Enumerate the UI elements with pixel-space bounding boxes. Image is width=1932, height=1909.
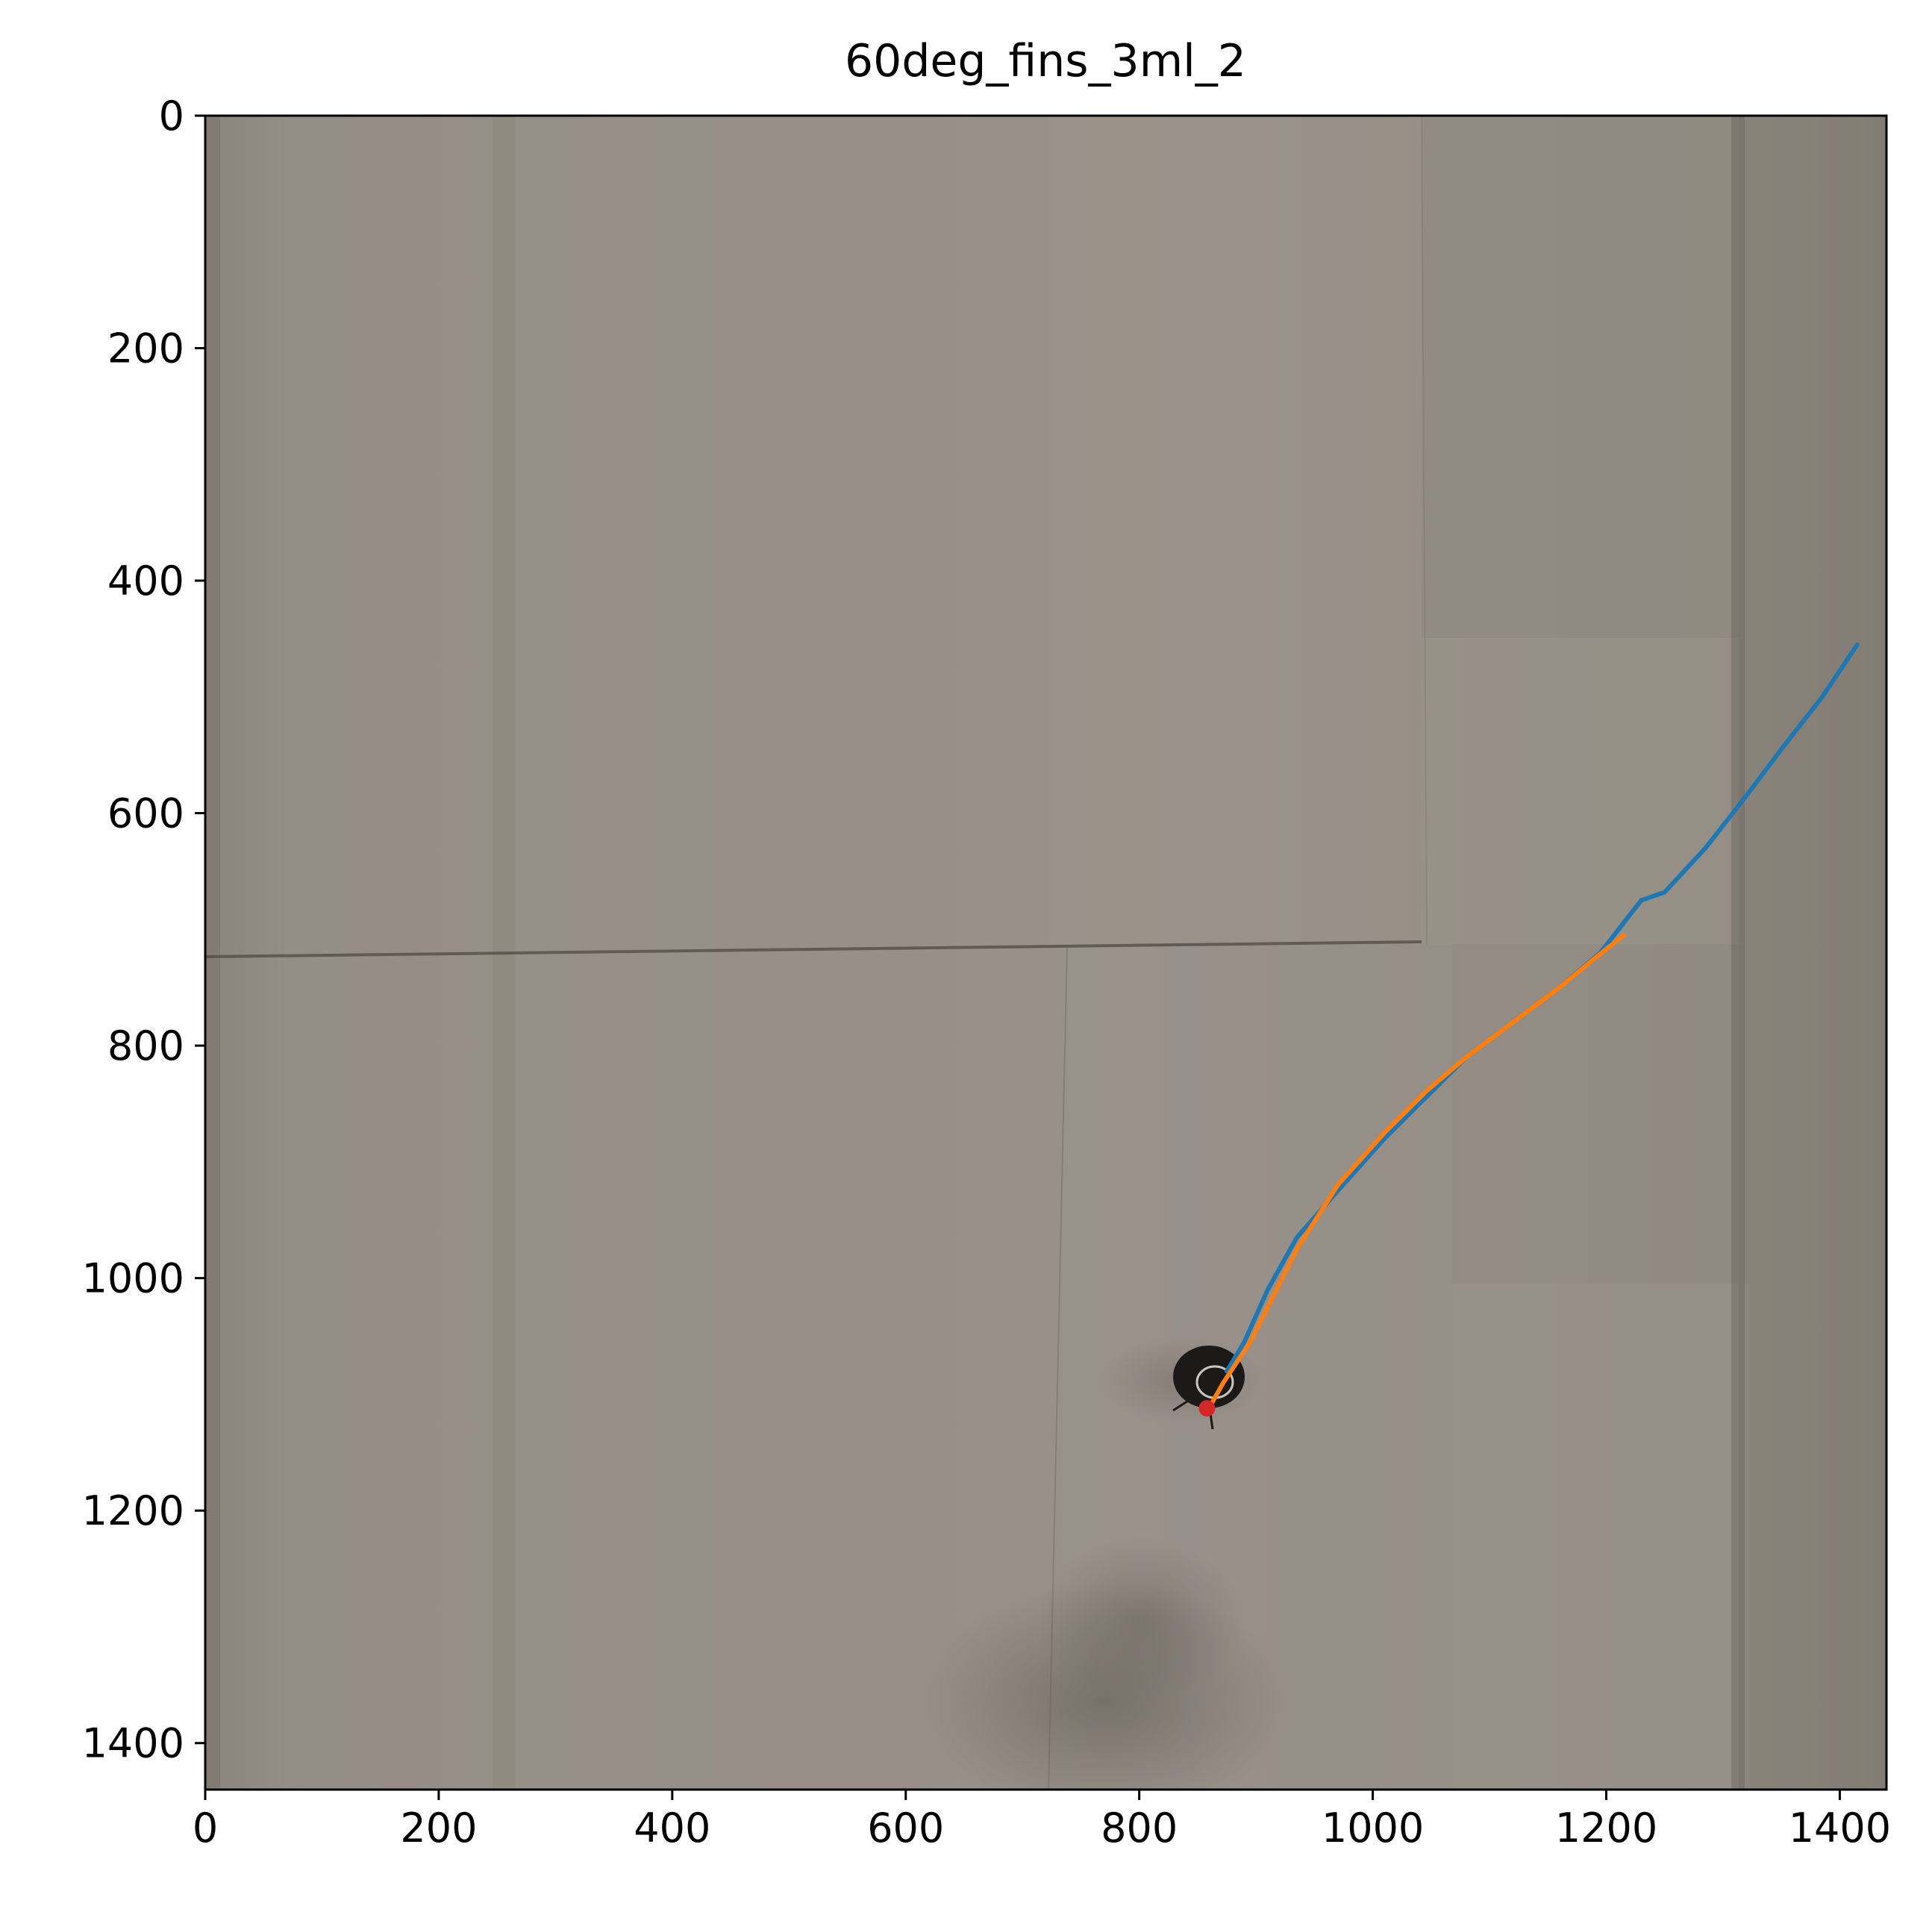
x-tick-label: 1400 <box>1789 1805 1891 1852</box>
series-layer <box>1198 642 1860 1417</box>
plot-area <box>205 116 1886 1790</box>
x-tick-label: 600 <box>867 1805 944 1852</box>
y-tick-label: 600 <box>107 790 184 837</box>
y-tick-label: 1000 <box>82 1255 184 1302</box>
y-tick-label: 200 <box>107 325 184 372</box>
marker-point-1 <box>1198 1400 1216 1417</box>
y-tick-label: 0 <box>159 93 184 140</box>
chart-title: 60deg_fins_3ml_2 <box>845 35 1246 87</box>
series-line-2 <box>1204 933 1626 1414</box>
background-photo <box>205 116 1886 1790</box>
x-tick-label: 1200 <box>1555 1805 1657 1852</box>
y-tick-label: 1200 <box>82 1487 184 1534</box>
y-axis: 0 200 400 600 800 1000 1200 1400 <box>82 93 205 1767</box>
axes-frame <box>204 114 1888 1791</box>
y-tick-label: 800 <box>107 1022 184 1069</box>
x-tick-label: 1000 <box>1322 1805 1424 1852</box>
x-tick-label: 800 <box>1101 1805 1178 1852</box>
y-tick-label: 1400 <box>82 1720 184 1767</box>
x-axis: 0 200 400 600 800 1000 1200 1400 <box>193 1790 1891 1852</box>
x-tick-label: 0 <box>193 1805 218 1852</box>
x-tick-label: 400 <box>634 1805 710 1852</box>
x-tick-label: 200 <box>400 1805 477 1852</box>
y-tick-label: 400 <box>107 557 184 604</box>
